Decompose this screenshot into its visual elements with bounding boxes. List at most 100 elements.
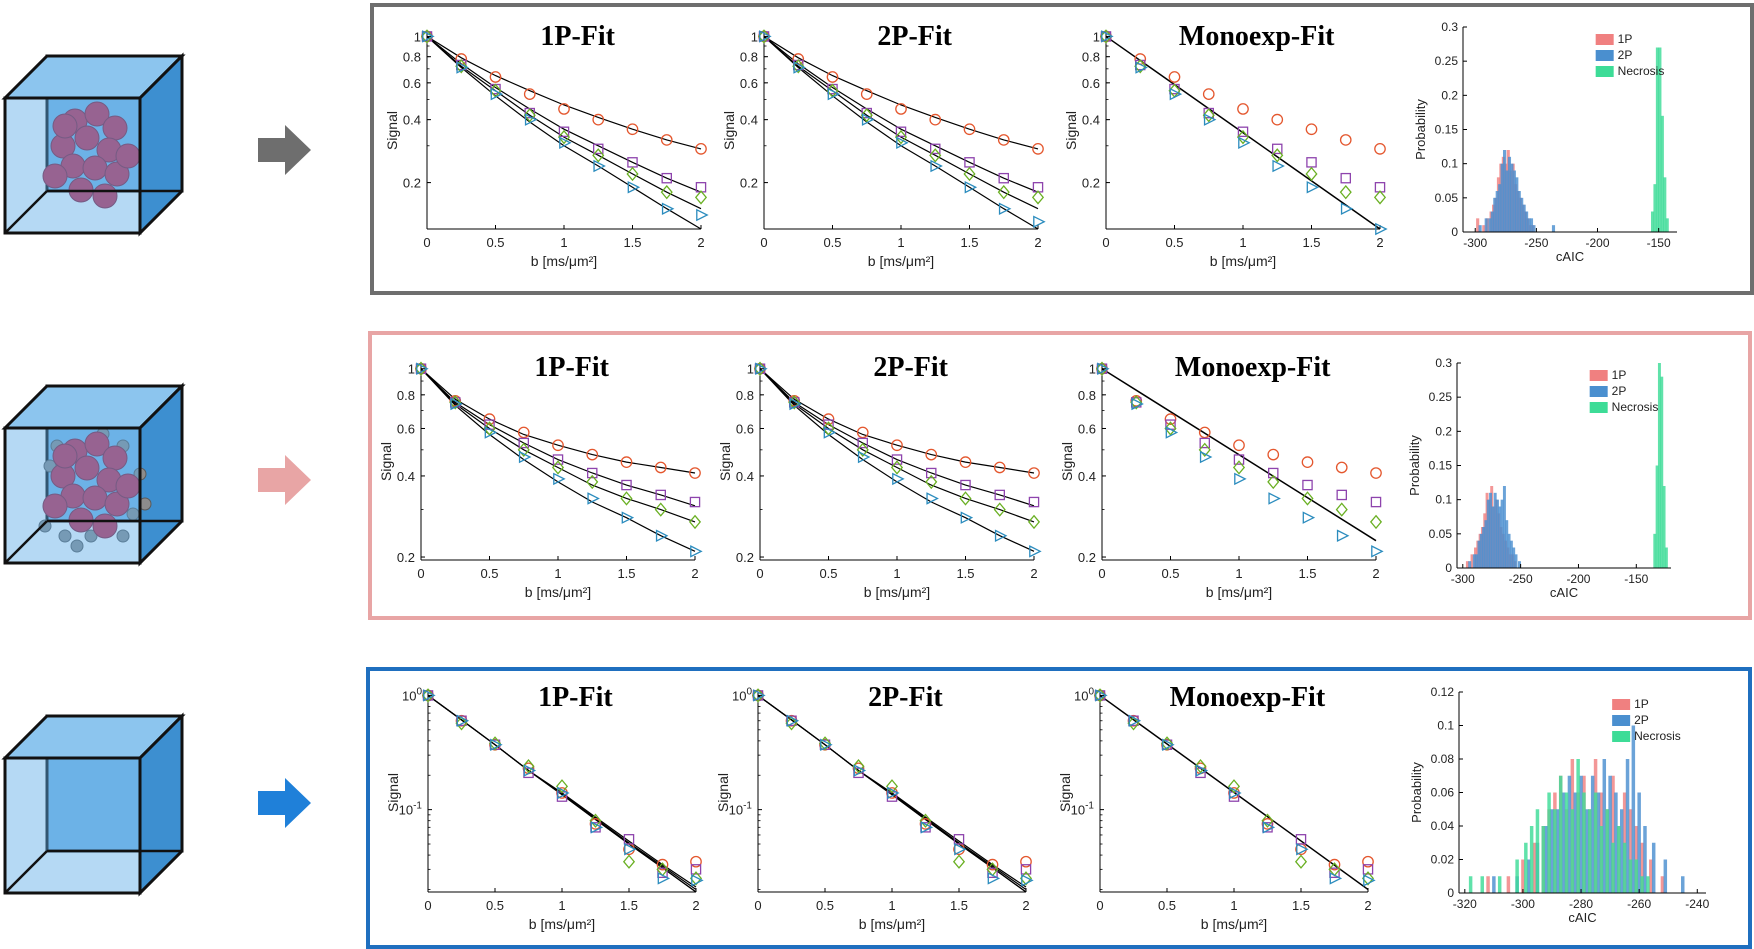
data-point-square — [1268, 467, 1279, 479]
histogram-bar — [1567, 775, 1572, 893]
signal-plot: 0 0.5 1 1.5 2 1 0.8 0.6 0.4 0.2 1P-Fit b [ms/μm²] Si… — [384, 21, 709, 269]
x-axis-label: cAIC — [1556, 249, 1584, 264]
data-point-diamond — [822, 421, 835, 436]
signal-plot: 0 0.5 1 1.5 2 100 10-1 Monoexp-Fit b [ms/μm²] Sig… — [1057, 682, 1376, 932]
data-point-square — [1028, 496, 1040, 508]
histogram-bar — [1553, 809, 1557, 893]
data-point-circle — [1267, 448, 1280, 461]
data-point-triangle — [553, 472, 566, 486]
histogram-bar — [1535, 809, 1540, 893]
x-tick-label: -150 — [1624, 572, 1648, 586]
data-point-circle — [1164, 413, 1177, 425]
legend-swatch — [1589, 386, 1608, 397]
data-point-square — [1362, 864, 1374, 875]
data-point-triangle — [930, 159, 943, 173]
histogram-bar — [1619, 809, 1624, 893]
data-point-diamond — [551, 460, 565, 475]
data-point-triangle — [753, 689, 766, 702]
histogram-bar — [1658, 47, 1662, 232]
data-point-diamond — [997, 184, 1010, 200]
y-tick-label: 0.6 — [1078, 421, 1096, 436]
histogram-bar — [1505, 520, 1509, 568]
fit-curve — [426, 35, 702, 150]
arrow-icon — [258, 455, 311, 505]
data-point-diamond — [1267, 474, 1280, 490]
data-point-diamond — [929, 148, 942, 163]
data-point-diamond — [1130, 395, 1143, 410]
x-tick-label: 1.5 — [960, 235, 978, 250]
x-tick-label: 0.5 — [486, 898, 504, 913]
y-tick-label: 0.25 — [1435, 54, 1459, 68]
data-point-diamond — [589, 813, 602, 828]
histogram-bar — [1664, 547, 1668, 568]
x-axis-label: b [ms/μm²] — [864, 584, 930, 600]
histogram-bar — [1488, 218, 1492, 232]
histogram-bar — [1484, 520, 1488, 568]
plot-title: Monoexp-Fit — [1179, 21, 1335, 52]
x-axis-label: b [ms/μm²] — [868, 253, 934, 269]
x-tick-label: 1 — [897, 235, 904, 250]
cell-sphere — [52, 113, 78, 139]
histogram-bar — [1663, 177, 1667, 232]
x-tick-label: 0 — [417, 566, 424, 581]
data-point-square — [587, 467, 598, 479]
y-tick-label: 0.2 — [1435, 424, 1452, 438]
arrow-icon — [258, 778, 311, 828]
x-tick-label: 2 — [697, 235, 704, 250]
data-point-circle — [690, 855, 702, 868]
vesicle-sphere — [38, 519, 52, 533]
data-point-diamond — [1019, 871, 1033, 886]
data-point-diamond — [517, 442, 530, 458]
data-point-triangle — [1375, 222, 1388, 236]
data-point-triangle — [759, 30, 772, 43]
legend-label: Necrosis — [1618, 64, 1665, 78]
data-point-circle — [1233, 439, 1245, 452]
data-point-circle — [1339, 134, 1352, 146]
histogram-bar — [1653, 533, 1657, 568]
vesicle-sphere — [58, 529, 72, 543]
data-point-diamond — [1373, 190, 1387, 205]
x-tick-label: 1.5 — [1292, 898, 1310, 913]
x-tick-label: 2 — [1376, 235, 1383, 250]
data-point-square — [623, 834, 635, 845]
data-point-triangle — [627, 181, 641, 194]
data-point-triangle — [755, 362, 768, 375]
data-point-triangle — [1234, 472, 1247, 486]
y-tick-label: 0.02 — [1431, 853, 1455, 867]
histogram-bar — [1490, 211, 1494, 232]
signal-plot: 0 0.5 1 1.5 2 1 0.8 0.6 0.4 0.2 Monoexp-Fit b [ms/μ… — [1063, 21, 1388, 269]
legend-swatch — [1595, 66, 1614, 77]
plot-title: 2P-Fit — [873, 352, 948, 383]
data-point-diamond — [788, 395, 801, 410]
data-point-circle — [993, 461, 1006, 474]
histogram-bar — [1558, 775, 1563, 893]
y-tick-label: 0.2 — [1441, 88, 1458, 102]
histogram-bar — [1646, 876, 1650, 893]
histogram-bar — [1493, 492, 1497, 568]
histogram-bar — [1579, 775, 1583, 893]
x-tick-label: -300 — [1511, 897, 1535, 911]
data-point-diamond — [449, 395, 462, 410]
data-point-square — [621, 479, 632, 491]
y-axis-label: Signal — [1059, 442, 1075, 481]
y-tick-label: 0.3 — [1435, 356, 1452, 370]
data-point-diamond — [660, 184, 673, 200]
histogram-bar — [1653, 184, 1657, 232]
x-tick-label: -320 — [1453, 897, 1477, 911]
histogram-bar — [1564, 792, 1569, 893]
data-point-diamond — [1236, 129, 1250, 145]
row-frame-2 — [368, 331, 1752, 620]
x-tick-label: -150 — [1647, 236, 1671, 250]
data-point-diamond — [1164, 421, 1177, 436]
data-point-circle — [489, 71, 502, 83]
data-point-circle — [986, 858, 999, 871]
data-point-circle — [558, 103, 570, 115]
legend-label: 1P — [1618, 32, 1633, 46]
histogram-bar — [1465, 561, 1469, 568]
histogram-bar — [1599, 826, 1604, 893]
signal-plot: 0 0.5 1 1.5 2 1 0.8 0.6 0.4 0.2 1P-Fit b [ms/μm²] Si… — [378, 352, 703, 600]
data-point-diamond — [688, 514, 702, 530]
data-point-diamond — [522, 758, 535, 774]
data-point-circle — [891, 439, 903, 452]
x-tick-label: 2 — [691, 566, 698, 581]
